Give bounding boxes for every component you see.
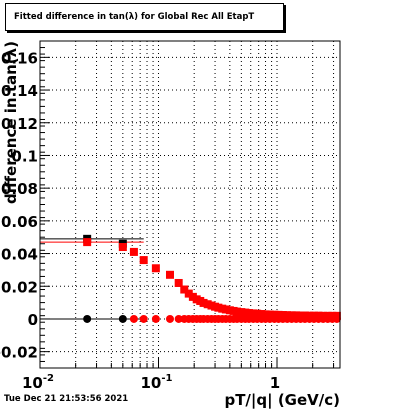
data-point-circle	[151, 314, 160, 323]
data-point-circle	[165, 314, 174, 323]
data-point-circle	[139, 314, 148, 323]
y-tick-label: -0.02	[0, 344, 38, 362]
tick-layer	[39, 40, 335, 369]
data-point-square	[83, 238, 92, 247]
y-tick-label: 0.06	[1, 213, 38, 231]
data-point-square	[233, 307, 242, 316]
x-tick-label: 1	[270, 374, 280, 392]
timestamp-footer: Tue Dec 21 21:53:56 2021	[4, 394, 129, 404]
y-tick-label: 0.1	[11, 147, 38, 165]
data-point-circle	[174, 314, 183, 323]
y-axis-label: difference in tan(λ)	[2, 41, 20, 204]
data-point-square	[180, 285, 189, 294]
data-point-square	[151, 264, 160, 273]
y-tick-label: 0.16	[1, 49, 38, 67]
data-point-square	[265, 310, 274, 319]
x-tick-label: 10-2	[22, 373, 54, 392]
y-tick-label: 0	[28, 311, 38, 329]
data-point-square	[184, 289, 193, 298]
x-tick-label: 10-1	[141, 373, 173, 392]
data-point-square	[274, 310, 283, 319]
data-point-square	[270, 310, 279, 319]
data-point-circle	[129, 314, 138, 323]
y-tick-label: 0.02	[1, 278, 38, 296]
data-point-square	[199, 298, 208, 307]
chart-title: Fitted difference in tan(λ) for Global R…	[5, 3, 284, 31]
data-point-square	[261, 310, 270, 319]
data-point-square	[139, 256, 148, 265]
data-point-square	[244, 309, 253, 318]
data-point-square	[165, 270, 174, 279]
data-point-square	[257, 310, 266, 319]
tick-label-layer: -0.02 0 0.02 0.04 0.06 0.08 0.1 0.12 0.14 0.16 10-…	[0, 49, 280, 392]
data-point-circle	[83, 314, 92, 323]
x-axis-label: pT/|q| (GeV/c)	[224, 391, 340, 409]
y-tick-label: 0.04	[1, 246, 38, 264]
marker-layer	[83, 234, 341, 323]
y-tick-label: 0.14	[1, 82, 38, 100]
data-point-square	[253, 309, 262, 318]
data-point-square	[118, 243, 127, 252]
error-bar-layer	[40, 238, 144, 320]
data-point-square	[221, 305, 230, 314]
data-point-circle	[118, 314, 127, 323]
data-point-circle	[332, 314, 341, 323]
data-point-square	[174, 278, 183, 287]
y-tick-label: 0.08	[1, 180, 38, 198]
data-point-square	[129, 247, 138, 256]
y-tick-label: 0.12	[1, 115, 38, 133]
